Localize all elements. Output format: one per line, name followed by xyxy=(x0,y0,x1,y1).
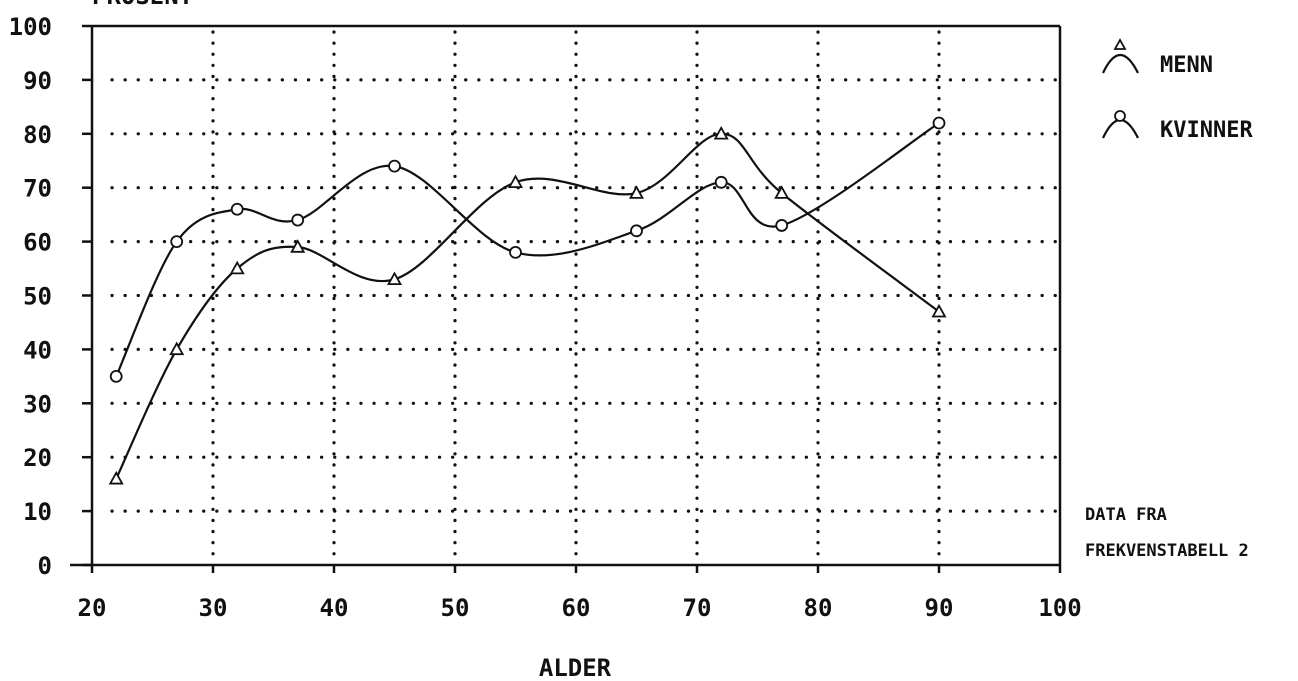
legend-item-kvinner: KVINNER xyxy=(1102,110,1253,143)
y-tick-label-60: 60 xyxy=(23,229,52,257)
x-tick-label-100: 100 xyxy=(1038,594,1081,622)
legend-line-menn xyxy=(1102,54,1139,74)
y-tick-label-100: 100 xyxy=(9,13,52,41)
tick-labels: 0 10 20 30 40 50 60 70 80 90 100 20 30 40 50 60 70 80 90 10… xyxy=(9,13,1082,622)
point-menn-32 xyxy=(229,260,245,275)
x-tick-label-40: 40 xyxy=(320,594,349,622)
y-tick-label-40: 40 xyxy=(23,336,52,364)
y-tick-label-0: 0 xyxy=(38,552,52,580)
grid xyxy=(110,30,1060,565)
point-menn-77 xyxy=(774,185,790,199)
legend-triangle-marker xyxy=(1113,38,1127,50)
legend-line-kvinner xyxy=(1102,119,1139,139)
point-kvinner-65 xyxy=(630,224,643,238)
x-tick-label-50: 50 xyxy=(441,594,470,622)
axes xyxy=(70,24,1062,573)
y-tick-label-80: 80 xyxy=(23,121,52,149)
x-tick-label-60: 60 xyxy=(562,594,591,622)
y-tick-label-70: 70 xyxy=(23,175,52,203)
legend-label-menn: MENN xyxy=(1160,53,1213,78)
note-line-1: DATA FRA xyxy=(1085,505,1167,525)
x-tick-label-20: 20 xyxy=(78,594,107,622)
point-kvinner-55 xyxy=(509,245,522,259)
x-tick-label-70: 70 xyxy=(683,594,712,622)
point-menn-55 xyxy=(507,174,524,189)
series-line-kvinner xyxy=(115,122,940,377)
series-kvinner xyxy=(109,116,946,383)
point-menn-27 xyxy=(169,341,185,356)
note-line-2: FREKVENSTABELL 2 xyxy=(1085,541,1249,561)
point-menn-45 xyxy=(386,271,403,286)
point-kvinner-27 xyxy=(170,235,184,249)
point-kvinner-90 xyxy=(932,116,946,130)
point-kvinner-72 xyxy=(714,175,728,189)
y-tick-label-90: 90 xyxy=(23,67,52,95)
series-line-menn xyxy=(115,132,940,480)
data-source-note: DATA FRA FREKVENSTABELL 2 xyxy=(1085,505,1249,561)
point-kvinner-32 xyxy=(230,202,244,216)
y-tick-label-20: 20 xyxy=(23,444,52,472)
point-menn-22 xyxy=(108,470,124,485)
y-tick-label-50: 50 xyxy=(23,283,52,311)
legend-circle-marker xyxy=(1114,110,1126,122)
legend-label-kvinner: KVINNER xyxy=(1160,118,1253,143)
y-tick-label-10: 10 xyxy=(23,498,52,526)
point-menn-37 xyxy=(290,239,306,253)
point-kvinner-45 xyxy=(388,159,401,173)
y-tick-label-30: 30 xyxy=(23,390,52,418)
y-axis-label-partial: PROSENT xyxy=(92,0,193,10)
point-menn-90 xyxy=(931,303,947,318)
point-menn-72 xyxy=(713,125,729,140)
legend-item-menn: MENN xyxy=(1102,38,1213,78)
point-menn-65 xyxy=(628,185,645,199)
point-kvinner-77 xyxy=(775,219,789,232)
series xyxy=(108,116,947,485)
x-tick-label-90: 90 xyxy=(925,594,954,622)
series-menn xyxy=(108,125,947,485)
point-kvinner-22 xyxy=(109,369,123,383)
x-axis-label: ALDER xyxy=(539,654,612,681)
point-kvinner-37 xyxy=(291,213,305,227)
x-tick-label-80: 80 xyxy=(804,594,833,622)
legend: MENN KVINNER xyxy=(1102,38,1253,143)
x-tick-label-30: 30 xyxy=(199,594,228,622)
